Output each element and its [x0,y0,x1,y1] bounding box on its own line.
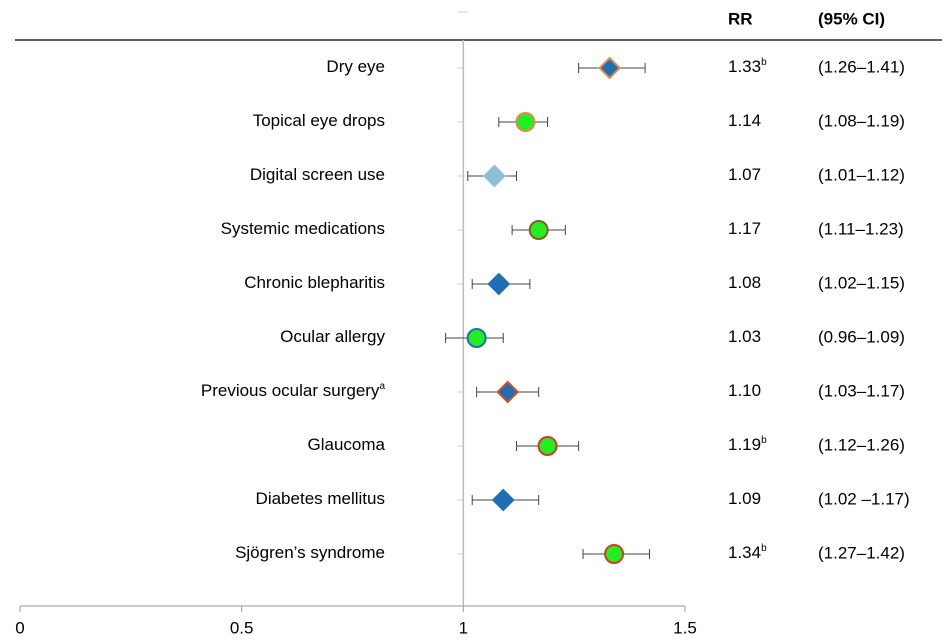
ci-label: (1.26–1.41) [818,57,905,76]
rr-label: 1.34b [728,543,767,563]
category-text: Dry eye [326,57,385,76]
rr-text: 1.07 [728,165,761,184]
x-tick-label: 1.5 [673,618,697,637]
ci-label: (1.12–1.26) [818,435,905,454]
rr-label: 1.07 [728,165,761,184]
rr-text: 1.34 [728,543,761,562]
rr-text: 1.17 [728,219,761,238]
rr-text: 1.14 [728,111,761,130]
category-text: Diabetes mellitus [256,489,385,508]
category-label: Ocular allergy [280,327,385,346]
rr-label: 1.08 [728,273,761,292]
category-label: Dry eye [326,57,385,76]
point-marker [482,164,506,188]
ci-label: (1.02–1.15) [818,273,905,292]
category-text: Previous ocular surgery [201,381,380,400]
category-text: Digital screen use [250,165,385,184]
ci-label: (1.02 –1.17) [818,489,910,508]
point-marker [466,328,487,348]
category-text: Systemic medications [221,219,385,238]
footnote-mark: b [761,543,767,554]
rr-text: 1.10 [728,381,761,400]
ci-label: (0.96–1.09) [818,327,905,346]
category-label: Systemic medications [221,219,385,238]
footnote-mark: b [761,57,767,68]
column-header: RR [728,9,753,28]
category-label: Chronic blepharitis [244,273,385,292]
category-label: Glaucoma [308,435,386,454]
point-marker [598,56,622,80]
ci-label: (1.08–1.19) [818,111,905,130]
rr-label: 1.03 [728,327,761,346]
rr-label: 1.17 [728,219,761,238]
rr-label: 1.19b [728,435,767,455]
ci-label: (1.11–1.23) [818,219,904,238]
rr-text: 1.08 [728,273,761,292]
rr-text: 1.03 [728,327,761,346]
point-marker [515,112,536,132]
category-label: Diabetes mellitus [256,489,385,508]
column-header: (95% CI) [818,9,885,28]
rr-label: 1.10 [728,381,761,400]
footnote-mark: a [379,381,385,392]
category-text: Ocular allergy [280,327,385,346]
category-text: Topical eye drops [253,111,385,130]
footnote-mark: b [761,435,767,446]
ci-label: (1.01–1.12) [818,165,905,184]
category-label: Sjögren’s syndrome [235,543,385,562]
rr-text: 1.19 [728,435,761,454]
rr-label: 1.33b [728,57,767,77]
category-text: Sjögren’s syndrome [235,543,385,562]
category-text: Glaucoma [308,435,386,454]
rr-text: 1.09 [728,489,761,508]
x-tick-label: 1 [459,618,468,637]
point-marker [537,436,558,456]
category-label: Topical eye drops [253,111,385,130]
x-tick-label: 0 [15,618,24,637]
rr-label: 1.09 [728,489,761,508]
ci-label: (1.03–1.17) [818,381,905,400]
point-marker [491,488,515,512]
point-marker [604,544,625,564]
point-marker [528,220,549,240]
category-text: Chronic blepharitis [244,273,385,292]
rr-text: 1.33 [728,57,761,76]
point-marker [496,380,520,404]
rr-label: 1.14 [728,111,761,130]
category-label: Digital screen use [250,165,385,184]
x-tick-label: 0.5 [230,618,254,637]
ci-label: (1.27–1.42) [818,543,905,562]
point-marker [487,272,511,296]
category-label: Previous ocular surgerya [201,381,386,401]
